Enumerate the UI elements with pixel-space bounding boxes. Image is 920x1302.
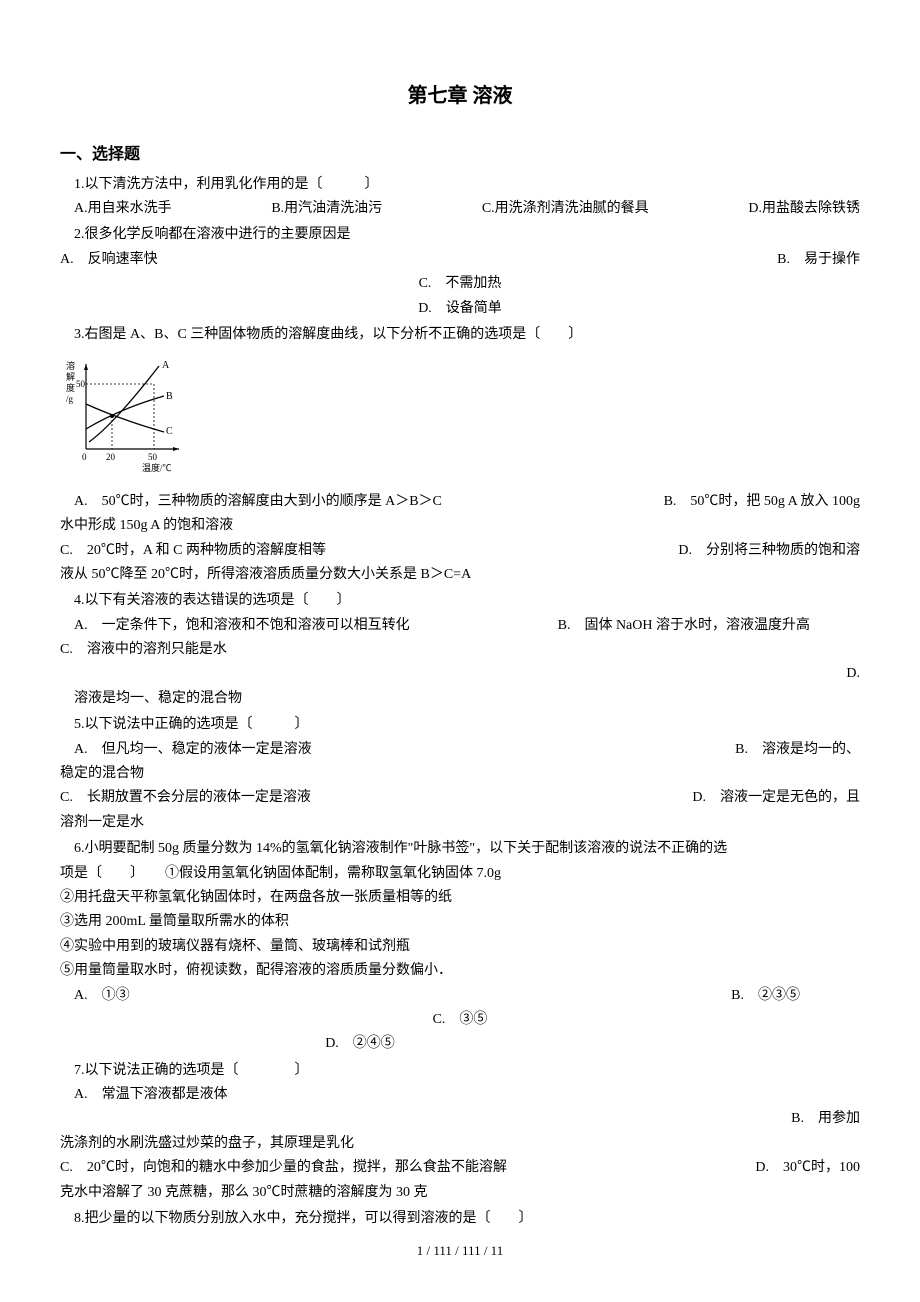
xlabel: 温度/℃ bbox=[142, 462, 172, 473]
q2-stem: 2.很多化学反响都在溶液中进行的主要原因是 bbox=[60, 224, 860, 246]
ylabel-4: /g bbox=[66, 394, 74, 404]
page-footer: 1 / 111 / 111 / 11 bbox=[0, 1241, 920, 1262]
q3-option-c: C. 20℃时，A 和 C 两种物质的溶解度相等 bbox=[60, 540, 326, 562]
q7-option-a: A. 常温下溶液都是液体 bbox=[60, 1084, 860, 1106]
question-5: 5.以下说法中正确的选项是〔 〕 A. 但凡均一、稳定的液体一定是溶液 B. 溶… bbox=[60, 714, 860, 834]
section-1-heading: 一、选择题 bbox=[60, 142, 860, 168]
q6-option-d: D. ②④⑤ bbox=[60, 1033, 860, 1055]
ylabel-1: 溶 bbox=[66, 360, 75, 371]
q5-option-d2: 溶剂一定是水 bbox=[60, 812, 860, 834]
q1-option-d: D.用盐酸去除铁锈 bbox=[734, 198, 860, 220]
q1-option-b: B.用汽油清洗油污 bbox=[257, 198, 382, 220]
intersection-point bbox=[110, 414, 114, 418]
q7-option-d: D. 30℃时，100 bbox=[755, 1157, 860, 1179]
curve-b bbox=[86, 396, 164, 429]
q1-stem: 1.以下清洗方法中，利用乳化作用的是〔 〕 bbox=[60, 174, 860, 196]
question-3: 3.右图是 A、B、C 三种固体物质的溶解度曲线，以下分析不正确的选项是〔 〕 … bbox=[60, 324, 860, 586]
page-title: 第七章 溶液 bbox=[60, 80, 860, 112]
q4-option-a: A. 一定条件下，饱和溶液和不饱和溶液可以相互转化 bbox=[60, 615, 410, 637]
q2-option-a: A. 反响速率快 bbox=[60, 249, 158, 271]
q6-line3: ③选用 200mL 量筒量取所需水的体积 bbox=[60, 911, 860, 933]
q7-stem: 7.以下说法正确的选项是〔 〕 bbox=[60, 1060, 860, 1082]
q3-option-d2: 液从 50℃降至 20℃时，所得溶液溶质质量分数大小关系是 B＞C=A bbox=[60, 564, 860, 586]
q6-stem2: 项是〔 〕 ①假设用氢氧化钠固体配制，需称取氢氧化钠固体 7.0g bbox=[60, 863, 860, 885]
q3-option-d: D. 分别将三种物质的饱和溶 bbox=[678, 540, 860, 562]
q5-option-b: B. 溶液是均一的、 bbox=[735, 739, 860, 761]
xtick-0: 0 bbox=[82, 452, 87, 462]
q4-option-d: D. bbox=[60, 663, 860, 685]
q2-option-c: C. 不需加热 bbox=[60, 273, 860, 295]
q4-option-c: C. 溶液中的溶剂只能是水 bbox=[60, 639, 860, 661]
x-arrow bbox=[173, 447, 179, 451]
q4-option-b: B. 固体 NaOH 溶于水时，溶液温度升高 bbox=[558, 615, 810, 637]
q3-option-b: B. 50℃时，把 50g A 放入 100g bbox=[664, 491, 860, 513]
q7-option-c: C. 20℃时，向饱和的糖水中参加少量的食盐，搅拌，那么食盐不能溶解 bbox=[60, 1157, 507, 1179]
q2-option-d: D. 设备简单 bbox=[60, 298, 860, 320]
q6-option-c: C. ③⑤ bbox=[60, 1009, 860, 1031]
label-b: B bbox=[166, 391, 173, 402]
q7-option-b: B. 用参加 bbox=[60, 1108, 860, 1130]
question-4: 4.以下有关溶液的表达错误的选项是〔 〕 A. 一定条件下，饱和溶液和不饱和溶液… bbox=[60, 590, 860, 710]
q5-option-a: A. 但凡均一、稳定的液体一定是溶液 bbox=[60, 739, 312, 761]
q1-option-c: C.用洗涤剂清洗油腻的餐具 bbox=[468, 198, 649, 220]
question-1: 1.以下清洗方法中，利用乳化作用的是〔 〕 A.用自来水洗手 B.用汽油清洗油污… bbox=[60, 174, 860, 221]
q6-option-a: A. ①③ bbox=[60, 985, 130, 1007]
question-6: 6.小明要配制 50g 质量分数为 14%的氢氧化钠溶液制作"叶脉书签"，以下关… bbox=[60, 838, 860, 1056]
q3-option-a: A. 50℃时，三种物质的溶解度由大到小的顺序是 A＞B＞C bbox=[60, 491, 442, 513]
xtick-50: 50 bbox=[148, 452, 158, 462]
q5-option-b2: 稳定的混合物 bbox=[60, 763, 860, 785]
question-7: 7.以下说法正确的选项是〔 〕 A. 常温下溶液都是液体 B. 用参加 洗涤剂的… bbox=[60, 1060, 860, 1204]
q4-option-d2: 溶液是均一、稳定的混合物 bbox=[60, 688, 860, 710]
ylabel-2: 解 bbox=[66, 371, 75, 382]
ylabel-3: 度 bbox=[66, 382, 75, 393]
q6-line5: ⑤用量筒量取水时，俯视读数，配得溶液的溶质质量分数偏小． bbox=[60, 960, 860, 982]
chart-svg: 溶 解 度 /g 50 A B C 0 20 50 温度/℃ bbox=[64, 354, 194, 474]
q6-option-b: B. ②③⑤ bbox=[731, 985, 800, 1007]
q8-stem: 8.把少量的以下物质分别放入水中，充分搅拌，可以得到溶液的是〔 〕 bbox=[60, 1208, 860, 1230]
q7-option-b2: 洗涤剂的水刷洗盛过炒菜的盘子，其原理是乳化 bbox=[60, 1133, 860, 1155]
q5-option-d: D. 溶液一定是无色的，且 bbox=[692, 787, 860, 809]
q6-line4: ④实验中用到的玻璃仪器有烧杯、量筒、玻璃棒和试剂瓶 bbox=[60, 936, 860, 958]
q7-option-d2: 克水中溶解了 30 克蔗糖，那么 30℃时蔗糖的溶解度为 30 克 bbox=[60, 1182, 860, 1204]
ytick-50: 50 bbox=[76, 379, 86, 389]
question-8: 8.把少量的以下物质分别放入水中，充分搅拌，可以得到溶液的是〔 〕 bbox=[60, 1208, 860, 1230]
q2-option-b: B. 易于操作 bbox=[777, 249, 860, 271]
question-2: 2.很多化学反响都在溶液中进行的主要原因是 A. 反响速率快 B. 易于操作 C… bbox=[60, 224, 860, 320]
q1-option-a: A.用自来水洗手 bbox=[60, 198, 172, 220]
q3-option-b2: 水中形成 150g A 的饱和溶液 bbox=[60, 515, 860, 537]
label-c: C bbox=[166, 426, 173, 437]
curve-a bbox=[89, 366, 159, 442]
y-arrow bbox=[84, 364, 88, 370]
solubility-chart: 溶 解 度 /g 50 A B C 0 20 50 温度/℃ bbox=[64, 354, 860, 482]
label-a: A bbox=[162, 360, 170, 371]
q3-stem: 3.右图是 A、B、C 三种固体物质的溶解度曲线，以下分析不正确的选项是〔 〕 bbox=[60, 324, 860, 346]
q6-stem: 6.小明要配制 50g 质量分数为 14%的氢氧化钠溶液制作"叶脉书签"，以下关… bbox=[60, 838, 860, 860]
q5-stem: 5.以下说法中正确的选项是〔 〕 bbox=[60, 714, 860, 736]
q4-stem: 4.以下有关溶液的表达错误的选项是〔 〕 bbox=[60, 590, 860, 612]
xtick-20: 20 bbox=[106, 452, 116, 462]
q6-line2: ②用托盘天平称氢氧化钠固体时，在两盘各放一张质量相等的纸 bbox=[60, 887, 860, 909]
q5-option-c: C. 长期放置不会分层的液体一定是溶液 bbox=[60, 787, 311, 809]
